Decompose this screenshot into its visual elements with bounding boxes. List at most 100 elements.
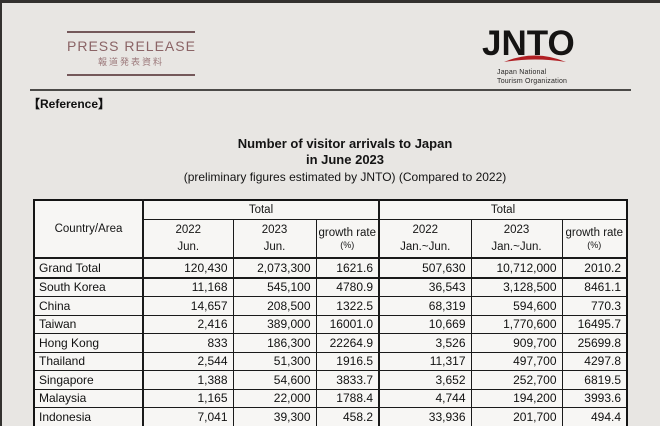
table-group-header-row: Country/Area Total Total (33, 199, 628, 259)
table-row-grand-total: Grand Total 120,430 2,073,300 1621.6 507,630… (33, 257, 628, 279)
value-cell: 3,526 (378, 333, 472, 353)
value-cell: 16001.0 (315, 314, 380, 334)
value-cell: 3,652 (378, 370, 472, 390)
header-2023-jun: 2023 Jun. (232, 219, 317, 259)
header-year-label: 2022 (412, 224, 439, 236)
value-cell: 594,600 (470, 296, 563, 316)
header-period-label: Jun. (263, 241, 286, 253)
value-cell: 1,388 (142, 370, 234, 390)
header-period-label: Jan.~Jun. (491, 241, 542, 253)
country-cell: South Korea (33, 277, 144, 297)
value-cell: 25699.8 (561, 333, 628, 353)
value-cell: 7,041 (142, 407, 234, 426)
header-divider (30, 89, 631, 91)
value-cell: 3993.6 (561, 388, 628, 408)
header-growth-rate-jan-jun: growth rate (%) (561, 219, 628, 259)
value-cell: 11,168 (142, 277, 234, 297)
page-top-edge (0, 0, 660, 3)
value-cell: 252,700 (470, 370, 563, 390)
country-cell: Singapore (33, 370, 144, 390)
jnto-swoosh-icon (504, 55, 566, 62)
value-cell: 458.2 (315, 407, 380, 426)
country-cell: Thailand (33, 351, 144, 371)
country-cell: Grand Total (33, 257, 144, 279)
value-cell: 1916.5 (315, 351, 380, 371)
header-total-jan-jun: Total (378, 199, 628, 220)
value-cell: 11,317 (378, 351, 472, 371)
table-row-thailand: Thailand 2,544 51,300 1916.5 11,317 497,700 42… (33, 351, 628, 371)
value-cell: 389,000 (232, 314, 317, 334)
header-growth-rate-jun: growth rate (%) (315, 219, 380, 259)
value-cell: 16495.7 (561, 314, 628, 334)
value-cell: 4780.9 (315, 277, 380, 297)
header-period-label: Jun. (177, 241, 200, 253)
table-row-hong-kong: Hong Kong 833 186,300 22264.9 3,526 909,700 25… (33, 333, 628, 353)
value-cell: 1621.6 (315, 257, 380, 279)
header-growth-rate-unit: (%) (340, 239, 355, 250)
press-release-stamp: PRESS RELEASE 報道発表資料 (67, 31, 195, 76)
value-cell: 2,416 (142, 314, 234, 334)
press-release-label-jp: 報道発表資料 (97, 57, 164, 67)
jnto-org-line1: Japan National (497, 69, 547, 76)
country-cell: Indonesia (33, 407, 144, 426)
report-title-line1: Number of visitor arrivals to Japan (237, 136, 453, 151)
country-cell: Hong Kong (33, 333, 144, 353)
value-cell: 833 (142, 333, 234, 353)
header-2022-jun: 2022 Jun. (142, 219, 234, 259)
value-cell: 194,200 (470, 388, 563, 408)
value-cell: 54,600 (232, 370, 317, 390)
value-cell: 8461.1 (561, 277, 628, 297)
report-title-line2: in June 2023 (305, 152, 385, 167)
report-title: Number of visitor arrivals to Japan in J… (15, 136, 660, 184)
value-cell: 201,700 (470, 407, 563, 426)
value-cell: 208,500 (232, 296, 317, 316)
header-country-area: Country/Area (33, 199, 144, 259)
table-body: Grand Total 120,430 2,073,300 1621.6 507,630… (33, 257, 628, 426)
header-2023-jan-jun: 2023 Jan.~Jun. (470, 219, 563, 259)
header-growth-rate-label: growth rate (565, 226, 624, 239)
header-2022-jan-jun: 2022 Jan.~Jun. (378, 219, 472, 259)
header-year-label: 2023 (261, 224, 288, 236)
header-year-label: 2023 (503, 224, 530, 236)
reference-label: 【Reference】 (28, 97, 111, 111)
value-cell: 14,657 (142, 296, 234, 316)
table-subheader-row: 2022 Jun. 2023 Jun. growth rate (%) (34, 219, 628, 259)
value-cell: 10,712,000 (470, 257, 563, 279)
value-cell: 36,543 (378, 277, 472, 297)
value-cell: 2010.2 (561, 257, 628, 279)
visitor-arrivals-table: Country/Area Total Total 2022 Jun. 2023 … (33, 199, 628, 426)
value-cell: 68,319 (378, 296, 472, 316)
value-cell: 2,073,300 (232, 257, 317, 279)
table-row-indonesia: Indonesia 7,041 39,300 458.2 33,936 201,700 49… (33, 407, 628, 426)
value-cell: 2,544 (142, 351, 234, 371)
country-cell: Malaysia (33, 388, 144, 408)
table-row-malaysia: Malaysia 1,165 22,000 1788.4 4,744 194,200 399… (33, 388, 628, 408)
table-row-china: China 14,657 208,500 1322.5 68,319 594,600 770… (33, 296, 628, 316)
header-growth-rate-label: growth rate (318, 226, 377, 239)
country-cell: Taiwan (33, 314, 144, 334)
table-row-taiwan: Taiwan 2,416 389,000 16001.0 10,669 1,770,600… (33, 314, 628, 334)
press-release-label: PRESS RELEASE (67, 38, 196, 54)
value-cell: 33,936 (378, 407, 472, 426)
jnto-logo: JNTO Japan National Tourism Organization (482, 26, 602, 87)
header-period-label: Jan.~Jun. (400, 241, 451, 253)
value-cell: 10,669 (378, 314, 472, 334)
value-cell: 186,300 (232, 333, 317, 353)
value-cell: 120,430 (142, 257, 234, 279)
value-cell: 1788.4 (315, 388, 380, 408)
value-cell: 1322.5 (315, 296, 380, 316)
jnto-org-name: Japan National Tourism Organization (497, 68, 602, 87)
value-cell: 22264.9 (315, 333, 380, 353)
value-cell: 770.3 (561, 296, 628, 316)
table-row-south-korea: South Korea 11,168 545,100 4780.9 36,543 3,12… (33, 277, 628, 297)
country-cell: China (33, 296, 144, 316)
value-cell: 3,128,500 (470, 277, 563, 297)
value-cell: 494.4 (561, 407, 628, 426)
page-left-edge (0, 0, 2, 426)
value-cell: 4,744 (378, 388, 472, 408)
value-cell: 1,770,600 (470, 314, 563, 334)
value-cell: 909,700 (470, 333, 563, 353)
report-title-line3: (preliminary figures estimated by JNTO) … (183, 170, 507, 184)
value-cell: 4297.8 (561, 351, 628, 371)
